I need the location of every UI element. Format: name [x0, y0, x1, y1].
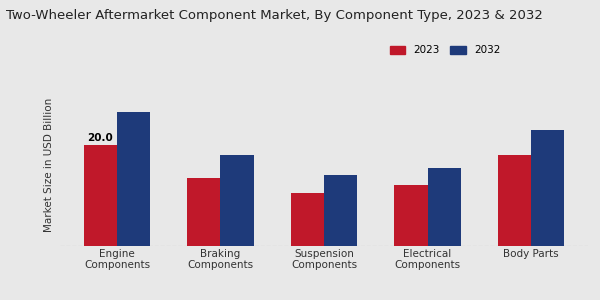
Bar — [84, 145, 117, 246]
Bar — [498, 155, 531, 246]
Text: Two-Wheeler Aftermarket Component Market, By Component Type, 2023 & 2032: Two-Wheeler Aftermarket Component Market… — [6, 9, 543, 22]
Text: 20.0: 20.0 — [88, 133, 113, 143]
Y-axis label: Market Size in USD Billion: Market Size in USD Billion — [44, 98, 55, 232]
Bar — [220, 155, 254, 246]
Bar — [394, 185, 428, 246]
Bar — [531, 130, 564, 246]
Legend: 2023, 2032: 2023, 2032 — [385, 41, 505, 59]
Bar — [324, 175, 357, 246]
Bar — [117, 112, 150, 246]
Bar — [187, 178, 220, 246]
Bar — [291, 193, 324, 246]
Bar — [428, 167, 461, 246]
